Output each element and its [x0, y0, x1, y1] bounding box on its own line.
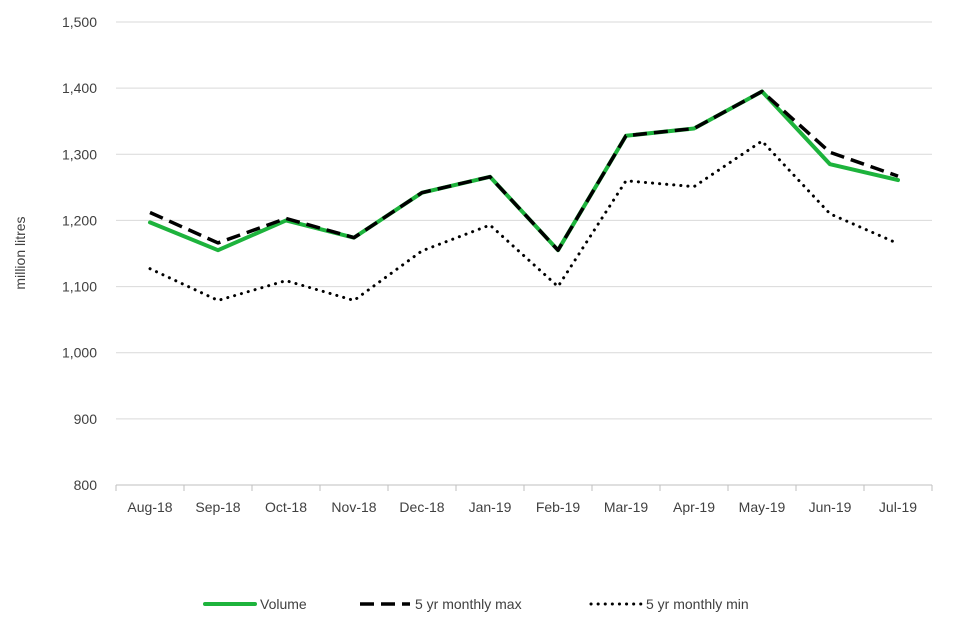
- gridlines: [116, 21, 932, 420]
- x-tick-label: Aug-18: [127, 499, 172, 515]
- y-axis-tick-labels: 800 900 1,000 1,100 1,200 1,300 1,400 1,500: [62, 14, 97, 493]
- series-line-volume: [148, 89, 900, 253]
- y-tick-label: 1,000: [62, 345, 97, 361]
- series-lines: [148, 89, 900, 302]
- y-axis-title: million litres: [12, 216, 28, 289]
- x-tick-label: Dec-18: [399, 499, 444, 515]
- x-tick-label: Oct-18: [265, 499, 307, 515]
- y-tick-label: 1,400: [62, 80, 97, 96]
- legend-label: 5 yr monthly min: [646, 596, 749, 612]
- series-line-5-yr-monthly-min: [148, 139, 900, 302]
- y-tick-label: 800: [74, 477, 98, 493]
- x-tick-label: Sep-18: [195, 499, 240, 515]
- x-tick-label: Mar-19: [604, 499, 649, 515]
- y-tick-label: 1,300: [62, 146, 97, 162]
- y-tick-label: 1,200: [62, 212, 97, 228]
- x-tick-label: Nov-18: [331, 499, 376, 515]
- legend: Volume 5 yr monthly max 5 yr monthly min: [203, 596, 749, 612]
- y-tick-label: 1,500: [62, 14, 97, 30]
- x-tick-label: Jul-19: [879, 499, 917, 515]
- x-axis-tick-labels: Aug-18 Sep-18 Oct-18 Nov-18 Dec-18 Jan-19 Feb-…: [127, 499, 917, 515]
- y-tick-label: 900: [74, 411, 98, 427]
- x-tick-label: Jun-19: [809, 499, 852, 515]
- legend-label: 5 yr monthly max: [415, 596, 522, 612]
- series-line-5-yr-monthly-max: [149, 89, 899, 252]
- x-tick-label: May-19: [739, 499, 786, 515]
- x-tick-label: Feb-19: [536, 499, 581, 515]
- x-tick-label: Apr-19: [673, 499, 715, 515]
- y-tick-label: 1,100: [62, 279, 97, 295]
- x-axis: [115, 484, 933, 491]
- legend-label: Volume: [260, 596, 307, 612]
- x-tick-label: Jan-19: [469, 499, 512, 515]
